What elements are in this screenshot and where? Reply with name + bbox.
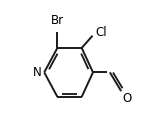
Text: O: O	[122, 92, 131, 105]
Text: N: N	[33, 66, 42, 79]
Text: Br: Br	[51, 14, 64, 27]
Text: Cl: Cl	[96, 26, 107, 40]
